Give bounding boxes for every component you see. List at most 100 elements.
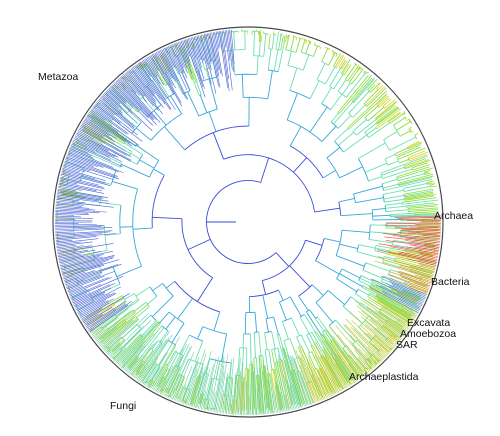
branch-line xyxy=(424,242,435,245)
branch-line xyxy=(84,314,103,326)
branch-line xyxy=(280,359,293,406)
branch-line xyxy=(63,264,105,278)
branch-line xyxy=(402,199,439,205)
branch-line xyxy=(362,70,365,74)
branch-line xyxy=(383,324,401,339)
branch-line xyxy=(345,71,367,98)
branch-line xyxy=(149,336,181,389)
branch-line xyxy=(196,366,209,409)
branch-line xyxy=(368,239,394,244)
branch-line xyxy=(405,249,433,256)
branch-line xyxy=(114,333,142,362)
branch-line xyxy=(311,331,328,359)
branch-line xyxy=(328,52,336,66)
branch-line xyxy=(378,243,439,254)
branch-line xyxy=(382,183,399,189)
branch-line xyxy=(323,238,341,243)
branch-line xyxy=(275,380,282,413)
branch-line xyxy=(397,232,441,236)
branch-line xyxy=(55,233,117,240)
branch-line xyxy=(74,246,93,251)
branch-line xyxy=(129,69,157,104)
branch-line xyxy=(315,260,340,275)
branch-line xyxy=(186,40,190,47)
branch-line xyxy=(60,184,67,187)
branch-line xyxy=(83,128,106,142)
branch-line xyxy=(358,67,361,70)
branch-arc xyxy=(290,145,324,179)
branch-line xyxy=(100,266,114,272)
branch-arc xyxy=(306,331,313,336)
branch-line xyxy=(312,45,318,57)
branch-line xyxy=(382,325,398,338)
branch-line xyxy=(383,131,398,141)
branch-line xyxy=(262,295,269,319)
branch-line xyxy=(390,213,436,217)
branch-line xyxy=(408,120,411,123)
branch-line xyxy=(286,93,298,121)
branch-line xyxy=(93,326,102,333)
branch-line xyxy=(331,352,351,381)
branch-line xyxy=(61,259,109,274)
branch-line xyxy=(278,354,292,411)
branch-line xyxy=(376,95,388,106)
branch-line xyxy=(61,256,115,271)
branch-line xyxy=(229,363,232,378)
branch-line xyxy=(82,126,115,146)
branch-line xyxy=(400,229,441,233)
branch-line xyxy=(146,343,163,365)
branch-line xyxy=(88,113,137,147)
branch-line xyxy=(367,298,411,327)
branch-line xyxy=(339,166,363,179)
branch-line xyxy=(151,57,168,85)
branch-line xyxy=(69,148,93,159)
branch-line xyxy=(56,200,114,208)
branch-line xyxy=(197,326,204,340)
branch-line xyxy=(360,302,387,322)
branch-line xyxy=(388,250,437,262)
branch-line xyxy=(112,84,154,126)
branch-arc xyxy=(189,334,203,342)
branch-line xyxy=(223,375,229,414)
branch-line xyxy=(430,183,435,186)
branch-line xyxy=(122,345,143,369)
branch-line xyxy=(348,67,361,83)
branch-line xyxy=(296,372,308,404)
branch-line xyxy=(152,80,166,100)
branch-line xyxy=(172,388,176,394)
branch-line xyxy=(198,364,204,377)
branch-line xyxy=(314,355,336,395)
branch-line xyxy=(403,182,427,189)
branch-arc xyxy=(286,119,323,142)
branch-arc xyxy=(371,279,374,283)
branch-line xyxy=(158,342,173,366)
branch-line xyxy=(164,387,168,393)
branch-line xyxy=(55,205,90,209)
branch-line xyxy=(383,195,404,200)
branch-line xyxy=(262,360,270,414)
branch-line xyxy=(296,336,302,347)
branch-arc xyxy=(104,225,108,251)
branch-line xyxy=(289,265,311,288)
branch-line xyxy=(373,279,420,302)
branch-arc xyxy=(382,194,385,203)
branch-line xyxy=(81,302,110,320)
branch-line xyxy=(77,292,115,313)
branch-line xyxy=(153,53,182,103)
branch-line xyxy=(400,275,429,287)
branch-line xyxy=(233,375,237,401)
branch-line xyxy=(401,308,417,318)
branch-line xyxy=(335,325,373,370)
branch-line xyxy=(389,246,439,256)
branch-line xyxy=(238,371,242,415)
branch-line xyxy=(78,128,127,156)
branch-line xyxy=(208,32,221,88)
branch-line xyxy=(367,346,382,362)
branch-line xyxy=(400,230,419,233)
label-metazoa: Metazoa xyxy=(38,71,78,83)
branch-arc xyxy=(209,358,232,364)
branch-line xyxy=(333,53,341,67)
branch-line xyxy=(413,282,430,289)
branch-arc xyxy=(402,188,405,192)
